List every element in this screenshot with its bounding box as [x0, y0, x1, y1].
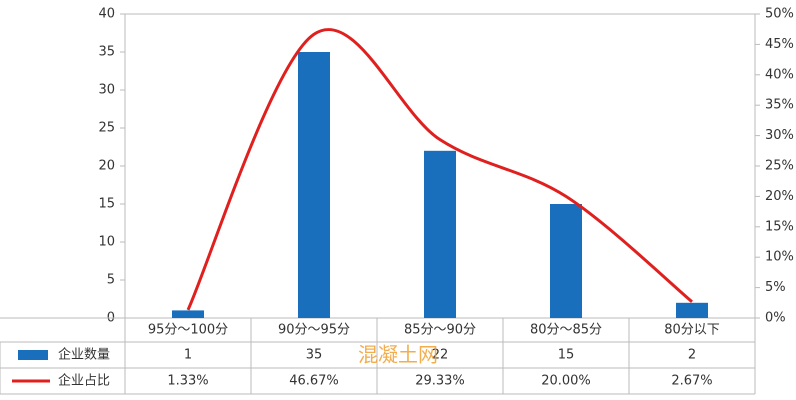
- bar: [676, 302, 708, 318]
- y2-tick-label: 45%: [765, 37, 794, 52]
- table-value: 22: [432, 348, 449, 363]
- legend-swatch: [18, 350, 48, 360]
- table-value: 46.67%: [289, 374, 339, 389]
- table-value: 1: [184, 348, 192, 363]
- y2-tick-label: 0%: [765, 311, 786, 326]
- category-label: 90分～95分: [278, 323, 350, 338]
- y2-tick-label: 25%: [765, 159, 794, 174]
- table-value: 2.67%: [671, 374, 712, 389]
- table-value: 2: [688, 348, 696, 363]
- bar: [172, 310, 204, 318]
- table-value: 15: [558, 348, 575, 363]
- y-tick-label: 20: [98, 159, 115, 174]
- y2-tick-label: 30%: [765, 128, 794, 143]
- category-label: 80分～85分: [530, 323, 602, 338]
- y-tick-label: 30: [98, 83, 115, 98]
- watermark: 混凝土网: [358, 343, 438, 367]
- y2-tick-label: 40%: [765, 67, 794, 82]
- table-value: 1.33%: [167, 374, 208, 389]
- legend-label: 企业数量: [58, 347, 110, 363]
- category-label: 80分以下: [664, 323, 720, 338]
- y-tick-label: 15: [98, 197, 115, 212]
- y-tick-label: 35: [98, 45, 115, 60]
- y2-tick-label: 10%: [765, 250, 794, 265]
- y-tick-label: 5: [107, 273, 115, 288]
- line: [186, 28, 693, 311]
- y2-tick-label: 15%: [765, 219, 794, 234]
- y2-tick-label: 35%: [765, 98, 794, 113]
- y2-tick-label: 50%: [765, 7, 794, 22]
- legend-label: 企业占比: [58, 373, 110, 389]
- category-label: 85分～90分: [404, 323, 476, 338]
- y-tick-label: 40: [98, 7, 115, 22]
- table-value: 29.33%: [415, 374, 465, 389]
- table-value: 35: [306, 348, 323, 363]
- table-value: 20.00%: [541, 374, 591, 389]
- y-tick-label: 10: [98, 235, 115, 250]
- y2-tick-label: 5%: [765, 280, 786, 295]
- bar: [424, 150, 456, 318]
- y2-tick-label: 20%: [765, 189, 794, 204]
- bar: [298, 52, 330, 318]
- category-label: 95分～100分: [148, 323, 228, 338]
- y-tick-label: 25: [98, 121, 115, 136]
- bar: [550, 204, 582, 318]
